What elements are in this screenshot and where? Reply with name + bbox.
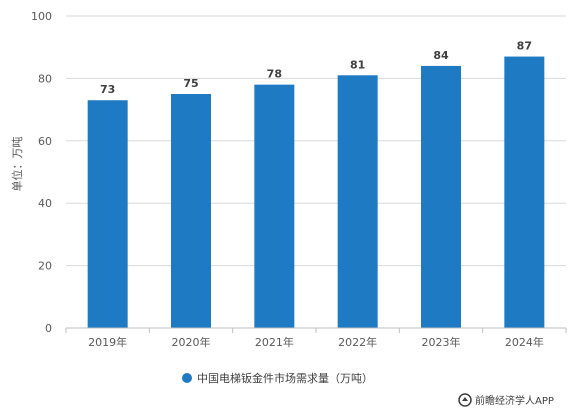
brand-logo-icon — [458, 393, 472, 407]
bar — [254, 84, 295, 328]
x-tick-label: 2022年 — [338, 335, 377, 349]
x-tick-label: 2019年 — [88, 335, 127, 349]
bar — [337, 75, 378, 328]
data-label: 78 — [267, 68, 282, 81]
bar — [504, 56, 545, 329]
y-tick-label: 40 — [38, 197, 52, 210]
bar — [171, 94, 211, 328]
brand-logo-mark — [462, 397, 468, 401]
x-tick-label: 2024年 — [505, 335, 544, 349]
x-tick-label: 2023年 — [422, 335, 461, 349]
y-tick-label: 20 — [38, 260, 52, 273]
y-tick-label: 100 — [31, 10, 52, 23]
x-tick-label: 2020年 — [172, 335, 211, 349]
gridlines — [66, 15, 566, 267]
x-axis-ticks: 2019年 2020年 2021年 2022年 2023年 2024年 — [65, 328, 567, 349]
data-label: 75 — [183, 77, 198, 90]
data-label: 87 — [517, 40, 532, 53]
data-label: 84 — [433, 49, 449, 62]
legend-label: 中国电梯钣金件市场需求量（万吨） — [197, 371, 373, 385]
data-label: 81 — [350, 58, 365, 71]
y-tick-label: 80 — [38, 72, 52, 85]
bar — [87, 100, 128, 329]
x-tick-label: 2021年 — [255, 335, 294, 349]
source-credit: 前瞻经济学人APP — [458, 393, 554, 407]
data-label: 73 — [100, 83, 115, 96]
y-axis-label: 单位：万吨 — [10, 137, 24, 192]
legend: 中国电梯钣金件市场需求量（万吨） — [182, 371, 373, 385]
bars: 73 75 78 81 84 87 — [87, 40, 545, 329]
legend-marker — [182, 373, 192, 383]
y-tick-label: 0 — [45, 322, 52, 335]
y-axis-ticks: 0 20 40 60 80 100 — [31, 10, 52, 335]
source-credit-text: 前瞻经济学人APP — [475, 394, 554, 407]
bar — [421, 65, 461, 329]
y-tick-label: 60 — [38, 135, 52, 148]
